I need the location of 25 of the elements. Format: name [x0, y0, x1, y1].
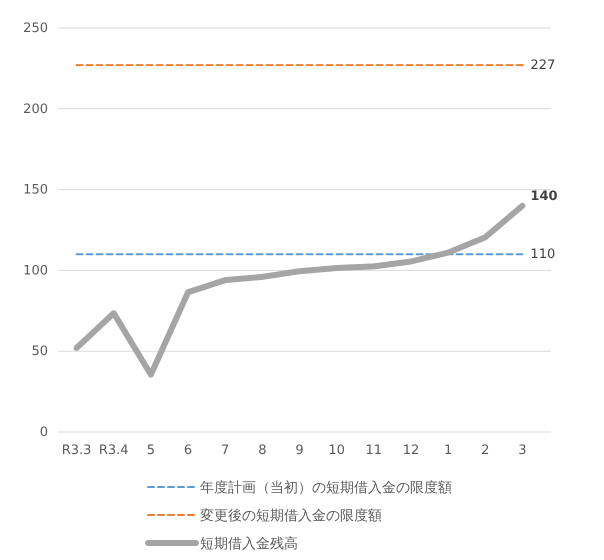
x-tick-label: 11	[366, 443, 382, 458]
y-tick-label: 250	[23, 21, 48, 36]
x-tick-label: 12	[402, 443, 420, 458]
x-tick-label: 7	[221, 443, 230, 458]
legend-label: 変更後の短期借入金の限度額	[200, 508, 382, 524]
y-tick-label: 50	[31, 344, 48, 360]
x-tick-label: 2	[481, 443, 490, 458]
legend-label: 年度計画（当初）の短期借入金の限度額	[200, 480, 452, 496]
x-tick-label: 10	[328, 443, 345, 458]
y-tick-label: 0	[40, 425, 48, 440]
x-tick-label: 3	[518, 443, 527, 458]
y-tick-label: 150	[23, 182, 48, 198]
x-tick-label: 1	[444, 443, 452, 458]
y-tick-label: 200	[23, 102, 48, 117]
x-tick-label: 6	[184, 443, 192, 458]
legend-label: 短期借入金残高	[200, 536, 298, 552]
data-label: 110	[530, 247, 556, 262]
x-tick-label: 9	[295, 443, 304, 458]
x-tick-label: 5	[146, 443, 156, 458]
data-label: 140	[530, 188, 558, 204]
x-tick-label: R3.3	[62, 443, 92, 458]
y-tick-label: 100	[23, 263, 48, 278]
data-label: 227	[530, 58, 556, 74]
x-tick-label: R3.4	[98, 443, 129, 458]
x-tick-label: 8	[258, 443, 266, 458]
